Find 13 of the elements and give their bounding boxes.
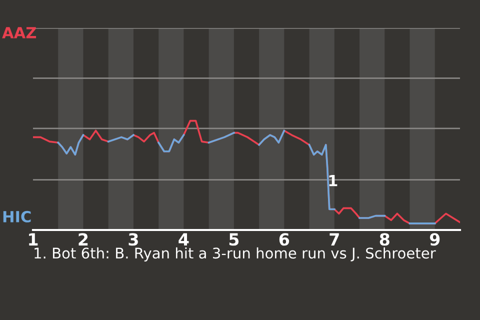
text: HIC	[3, 210, 31, 222]
x-tick-label: 8	[380, 233, 390, 246]
text: AAZ	[2, 27, 36, 38]
annotation: 1	[329, 175, 338, 186]
x-tick-label: 6	[279, 233, 290, 246]
x-tick-label: 1	[29, 233, 38, 246]
x-tick-label: 9	[430, 233, 440, 246]
x-tick-label: 5	[229, 233, 239, 246]
text: 1. Bot 6th: B. Ryan hit a 3-run home run vs J. Schroeter	[34, 247, 436, 262]
x-tick-label: 7	[330, 233, 339, 246]
x-tick-label: 4	[178, 233, 189, 246]
x-tick-label: 2	[78, 233, 88, 246]
x-tick-label: 3	[128, 233, 138, 246]
